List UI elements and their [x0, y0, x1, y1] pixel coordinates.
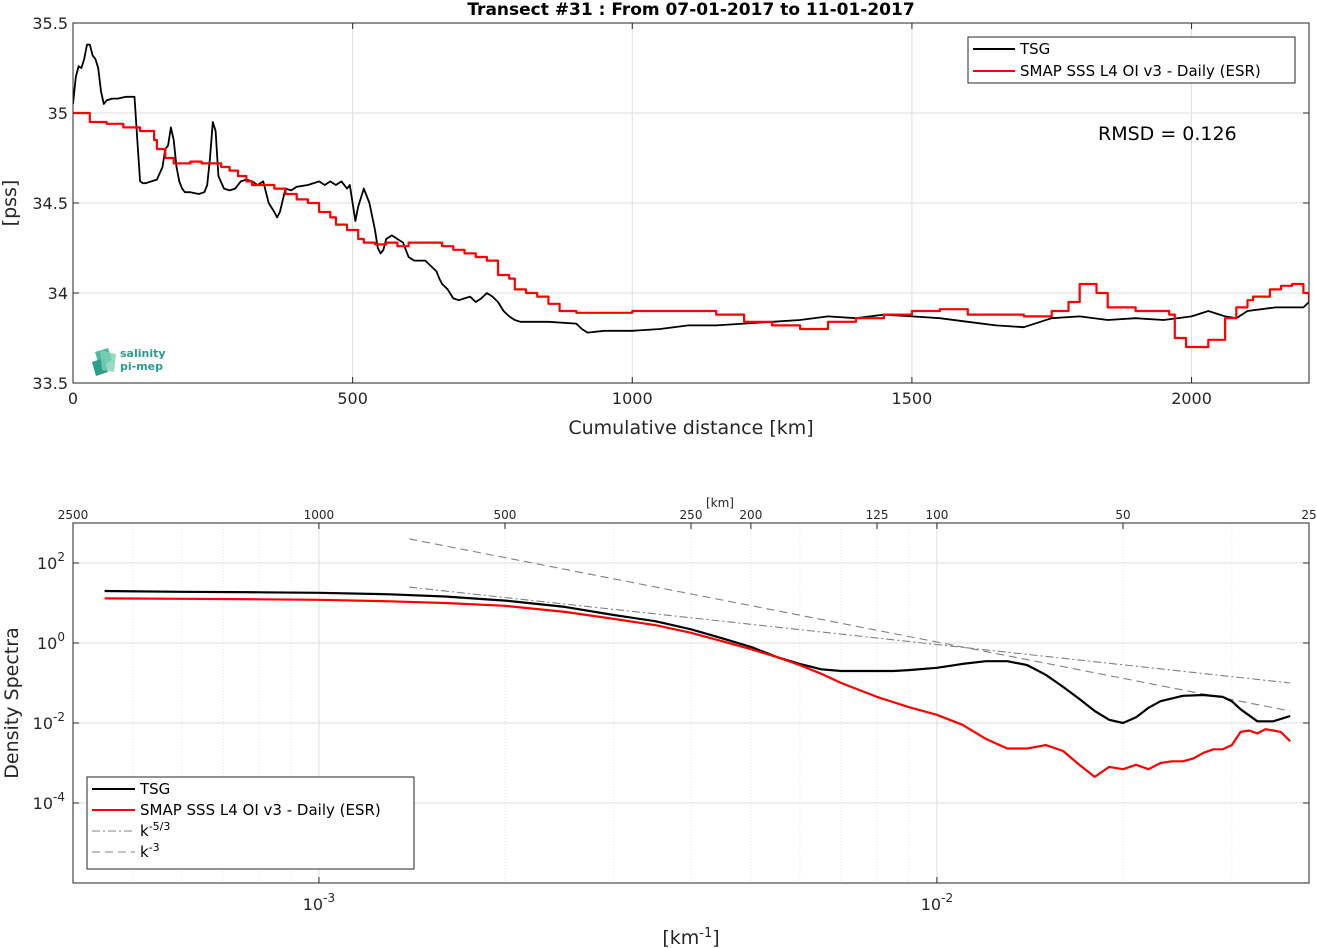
- x-tick-label: 0: [68, 389, 78, 408]
- x-tick-label: 1000: [612, 389, 653, 408]
- salinity-pi-mep-logo: salinity pi-mep: [92, 347, 166, 376]
- legend-entry-smap: SMAP SSS L4 OI v3 - Daily (ESR): [140, 801, 381, 819]
- legend-entry-tsg: TSG: [139, 780, 170, 798]
- series-line-tsg: [73, 43, 1309, 334]
- rmsd-annotation: RMSD = 0.126: [1098, 123, 1237, 145]
- top-tick-label: 100: [925, 508, 948, 522]
- top-tick-label: 250: [680, 508, 703, 522]
- logo-text: salinity: [120, 347, 166, 360]
- y-tick-label: 35.5: [32, 14, 68, 33]
- series-line-smap: [73, 111, 1309, 349]
- chart-title: Transect #31 : From 07-01-2017 to 11-01-…: [467, 0, 914, 20]
- top-axis-label: [km]: [706, 496, 734, 510]
- top-tick-label: 2500: [58, 508, 89, 522]
- transect-salinity-chart: Transect #31 : From 07-01-2017 to 11-01-…: [0, 0, 1310, 439]
- x-tick-label: 1500: [892, 389, 933, 408]
- top-tick-label: 125: [866, 508, 889, 522]
- legend-bottom: TSG SMAP SSS L4 OI v3 - Daily (ESR) k-5/…: [86, 776, 415, 870]
- legend: TSG SMAP SSS L4 OI v3 - Daily (ESR): [967, 36, 1296, 84]
- spectra-line-2: [409, 586, 1291, 684]
- spectra-line-0: [104, 589, 1291, 725]
- y-tick-label: 35: [48, 104, 68, 123]
- legend-entry-smap: SMAP SSS L4 OI v3 - Daily (ESR): [1020, 62, 1261, 80]
- x-axis-label: Cumulative distance [km]: [568, 417, 813, 439]
- y-axis-label: [pss]: [0, 180, 21, 227]
- spectra-line-1: [104, 597, 1291, 778]
- y-axis-label-bottom: Density Spectra: [1, 627, 23, 778]
- svg-text:pi-mep: pi-mep: [120, 360, 163, 373]
- legend-entry-tsg: TSG: [1019, 40, 1050, 58]
- top-tick-label: 200: [739, 508, 762, 522]
- top-tick-label: 50: [1115, 508, 1130, 522]
- top-tick-label: 1000: [304, 508, 335, 522]
- x-tick-label: 500: [337, 389, 368, 408]
- x-tick-label: 2000: [1171, 389, 1212, 408]
- y-tick-label: 34: [48, 284, 68, 303]
- top-tick-label: 500: [494, 508, 517, 522]
- spectra-line-3: [409, 538, 1291, 712]
- y-tick-label: 34.5: [32, 194, 68, 213]
- top-tick-label: 25: [1301, 508, 1316, 522]
- y-tick-label: 33.5: [32, 374, 68, 393]
